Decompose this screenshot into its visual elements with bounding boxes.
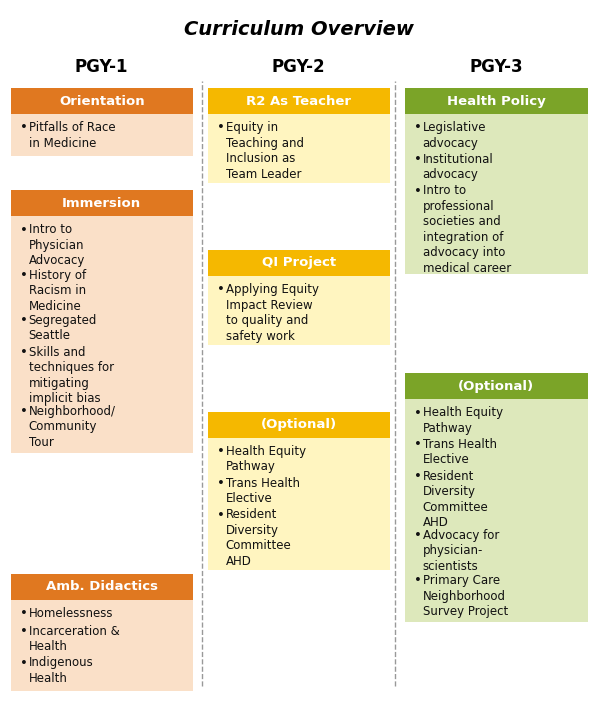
Text: Incarceration &
Health: Incarceration & Health <box>29 625 119 653</box>
Text: •: • <box>217 509 225 522</box>
Text: •: • <box>414 439 422 451</box>
Text: •: • <box>414 185 422 198</box>
Bar <box>11 190 193 216</box>
Text: •: • <box>217 477 225 490</box>
Text: PGY-3: PGY-3 <box>469 58 523 76</box>
Bar <box>405 399 588 622</box>
Text: •: • <box>20 122 28 134</box>
Text: Amb. Didactics: Amb. Didactics <box>46 580 158 593</box>
Text: Equity in
Teaching and
Inclusion as
Team Leader: Equity in Teaching and Inclusion as Team… <box>226 121 304 181</box>
Text: History of
Racism in
Medicine: History of Racism in Medicine <box>29 269 86 313</box>
Text: Neighborhood/
Community
Tour: Neighborhood/ Community Tour <box>29 405 116 449</box>
Bar <box>11 216 193 453</box>
Bar <box>208 276 390 345</box>
Text: Legislative
advocacy: Legislative advocacy <box>423 121 486 149</box>
Text: Health Policy: Health Policy <box>447 94 546 108</box>
Text: •: • <box>20 406 28 418</box>
Text: •: • <box>20 625 28 638</box>
Bar <box>11 600 193 691</box>
Text: •: • <box>20 224 28 237</box>
Text: Intro to
Physician
Advocacy: Intro to Physician Advocacy <box>29 223 85 268</box>
Text: •: • <box>20 315 28 327</box>
Text: Pitfalls of Race
in Medicine: Pitfalls of Race in Medicine <box>29 121 115 149</box>
Text: Trans Health
Elective: Trans Health Elective <box>423 438 497 466</box>
Text: Resident
Diversity
Committee
AHD: Resident Diversity Committee AHD <box>423 470 488 529</box>
Text: •: • <box>217 284 225 296</box>
Text: •: • <box>217 446 225 458</box>
Text: (Optional): (Optional) <box>261 418 337 432</box>
Text: Primary Care
Neighborhood
Survey Project: Primary Care Neighborhood Survey Project <box>423 574 508 618</box>
Text: •: • <box>414 470 422 483</box>
Text: •: • <box>414 407 422 420</box>
Text: R2 As Teacher: R2 As Teacher <box>247 94 351 108</box>
Text: Indigenous
Health: Indigenous Health <box>29 656 93 685</box>
Bar <box>208 412 390 438</box>
Bar <box>208 88 390 114</box>
Text: QI Project: QI Project <box>261 256 336 270</box>
Text: Institutional
advocacy: Institutional advocacy <box>423 153 494 181</box>
Bar <box>405 88 588 114</box>
Text: Resident
Diversity
Committee
AHD: Resident Diversity Committee AHD <box>226 508 291 568</box>
Text: Segregated
Seattle: Segregated Seattle <box>29 314 97 342</box>
Text: Immersion: Immersion <box>62 196 141 210</box>
Text: Curriculum Overview: Curriculum Overview <box>183 20 414 39</box>
Text: •: • <box>20 346 28 359</box>
Bar <box>208 438 390 570</box>
Text: (Optional): (Optional) <box>458 379 534 393</box>
Bar <box>11 114 193 156</box>
Text: PGY-2: PGY-2 <box>272 58 325 76</box>
Text: Orientation: Orientation <box>59 94 144 108</box>
Text: •: • <box>414 153 422 166</box>
Text: •: • <box>414 529 422 542</box>
Bar <box>208 250 390 276</box>
Text: Health Equity
Pathway: Health Equity Pathway <box>423 406 503 434</box>
Bar <box>11 574 193 600</box>
Text: PGY-1: PGY-1 <box>74 58 128 76</box>
Bar <box>405 114 588 274</box>
Text: •: • <box>217 122 225 134</box>
Text: Applying Equity
Impact Review
to quality and
safety work: Applying Equity Impact Review to quality… <box>226 283 319 343</box>
Bar <box>208 114 390 183</box>
Text: •: • <box>414 574 422 587</box>
Text: Intro to
professional
societies and
integration of
advocacy into
medical career: Intro to professional societies and inte… <box>423 184 511 275</box>
Text: Trans Health
Elective: Trans Health Elective <box>226 477 300 505</box>
Text: •: • <box>20 608 28 620</box>
Text: •: • <box>20 269 28 282</box>
Text: Health Equity
Pathway: Health Equity Pathway <box>226 445 306 473</box>
Bar <box>11 88 193 114</box>
Text: Homelessness: Homelessness <box>29 607 113 620</box>
Text: Advocacy for
physician-
scientists: Advocacy for physician- scientists <box>423 529 499 573</box>
Text: Skills and
techniques for
mitigating
implicit bias: Skills and techniques for mitigating imp… <box>29 346 114 406</box>
Text: •: • <box>414 122 422 134</box>
Bar <box>405 373 588 399</box>
Text: •: • <box>20 657 28 670</box>
